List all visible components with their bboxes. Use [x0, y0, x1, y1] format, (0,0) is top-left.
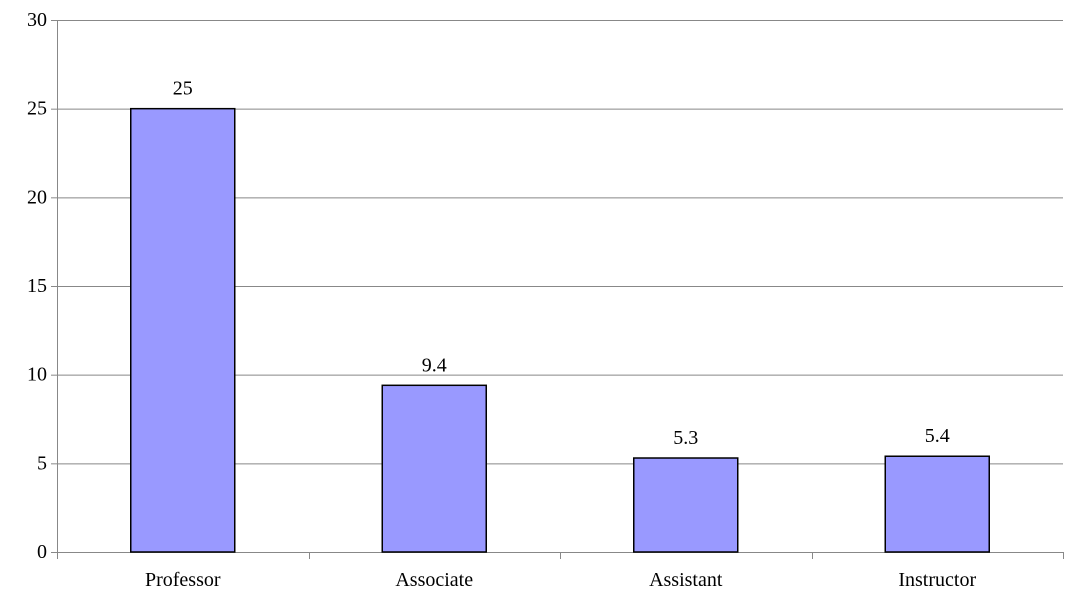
data-label: 5.4: [925, 425, 950, 447]
x-tick-label: Instructor: [898, 569, 976, 591]
data-label: 25: [173, 78, 193, 100]
bar-professor: [130, 107, 236, 553]
bar-instructor: [884, 455, 990, 553]
x-tick-label: Assistant: [649, 569, 723, 591]
y-tick-label: 30: [27, 9, 47, 31]
bar-associate: [381, 384, 487, 553]
x-tick-label: Associate: [395, 569, 473, 591]
bar-assistant: [633, 457, 739, 553]
labels: 0 5 10 15 20 25 30 25 Professor 9.4 Associate 5.3 As…: [27, 9, 976, 591]
y-tick-label: 15: [27, 275, 47, 297]
data-label: 9.4: [422, 354, 447, 376]
y-tick-label: 0: [37, 541, 47, 563]
y-tick-label: 20: [27, 186, 47, 208]
bars: [130, 107, 990, 553]
x-tick-label: Professor: [145, 569, 221, 591]
y-tick-label: 5: [37, 452, 47, 474]
y-tick-label: 25: [27, 98, 47, 120]
y-tick-label: 10: [27, 364, 47, 386]
data-label: 5.3: [673, 427, 698, 449]
